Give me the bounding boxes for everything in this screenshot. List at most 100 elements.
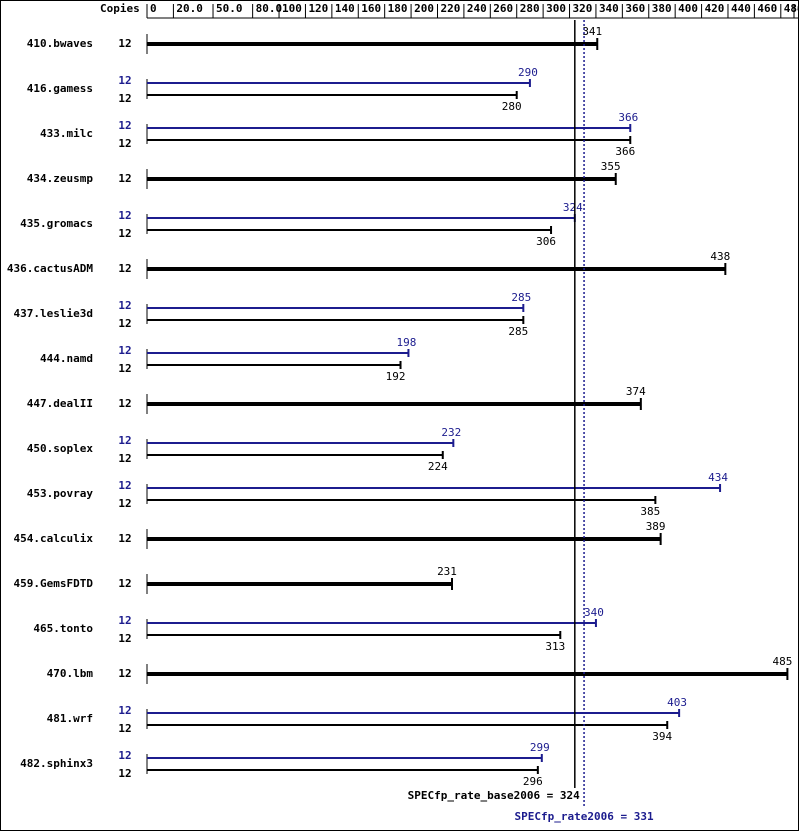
base-copies: 12 <box>118 632 131 645</box>
base-copies: 12 <box>118 452 131 465</box>
peak-value-label: 403 <box>667 696 687 709</box>
x-tick-label: 490 <box>797 2 799 15</box>
base-value-label: 306 <box>536 235 556 248</box>
x-tick-label: 100 <box>282 2 302 15</box>
base-bar <box>147 672 788 676</box>
peak-value-label: 434 <box>708 471 728 484</box>
base-value-label: 485 <box>772 655 792 668</box>
base-bar <box>147 319 524 321</box>
x-tick-label: 460 <box>757 2 777 15</box>
base-copies: 12 <box>118 92 131 105</box>
base-value-label: 374 <box>626 385 646 398</box>
base-bar <box>147 177 616 181</box>
x-tick-label: 180 <box>388 2 408 15</box>
base-bar <box>147 634 561 636</box>
base-value-label: 224 <box>428 460 448 473</box>
peak-copies: 12 <box>118 704 131 717</box>
x-tick-label: 280 <box>520 2 540 15</box>
peak-copies: 12 <box>118 299 131 312</box>
benchmark-name: 453.povray <box>27 487 94 500</box>
peak-copies: 12 <box>118 74 131 87</box>
peak-value-label: 299 <box>530 741 550 754</box>
benchmark-name: 481.wrf <box>47 712 93 725</box>
benchmark-name: 435.gromacs <box>20 217 93 230</box>
peak-value-label: 340 <box>584 606 604 619</box>
peak-bar <box>147 757 542 759</box>
base-bar <box>147 769 538 771</box>
base-copies: 12 <box>118 362 131 375</box>
base-copies: 12 <box>118 497 131 510</box>
base-bar <box>147 267 726 271</box>
peak-bar <box>147 352 409 354</box>
x-tick-label: 140 <box>335 2 355 15</box>
reference-label: SPECfp_rate_base2006 = 324 <box>408 789 581 802</box>
benchmark-name: 434.zeusmp <box>27 172 94 185</box>
base-copies: 12 <box>118 172 131 185</box>
base-copies: 12 <box>118 37 131 50</box>
peak-value-label: 198 <box>397 336 417 349</box>
base-copies: 12 <box>118 577 131 590</box>
base-copies: 12 <box>118 137 131 150</box>
base-copies: 12 <box>118 317 131 330</box>
base-value-label: 280 <box>502 100 522 113</box>
peak-bar <box>147 622 596 624</box>
benchmark-name: 437.leslie3d <box>14 307 93 320</box>
x-tick-label: 50.0 <box>216 2 243 15</box>
x-tick-label: 400 <box>678 2 698 15</box>
peak-copies: 12 <box>118 479 131 492</box>
benchmark-name: 447.dealII <box>27 397 93 410</box>
base-value-label: 313 <box>545 640 565 653</box>
benchmark-name: 436.cactusADM <box>7 262 93 275</box>
base-bar <box>147 499 656 501</box>
peak-value-label: 285 <box>511 291 531 304</box>
x-tick-label: 260 <box>493 2 513 15</box>
x-tick-label: 380 <box>652 2 672 15</box>
base-value-label: 341 <box>582 25 602 38</box>
base-copies: 12 <box>118 262 131 275</box>
base-value-label: 385 <box>640 505 660 518</box>
base-bar <box>147 94 517 96</box>
x-tick-label: 20.0 <box>176 2 203 15</box>
x-tick-label: 240 <box>467 2 487 15</box>
base-copies: 12 <box>118 722 131 735</box>
benchmark-name: 450.soplex <box>27 442 94 455</box>
peak-bar <box>147 442 454 444</box>
base-copies: 12 <box>118 227 131 240</box>
x-tick-label: 160 <box>361 2 381 15</box>
peak-bar <box>147 487 721 489</box>
x-tick-label: 120 <box>308 2 328 15</box>
peak-bar <box>147 127 631 129</box>
base-value-label: 438 <box>710 250 730 263</box>
peak-value-label: 324 <box>563 201 583 214</box>
benchmark-name: 470.lbm <box>47 667 94 680</box>
peak-value-label: 290 <box>518 66 538 79</box>
base-value-label: 355 <box>601 160 621 173</box>
x-tick-label: 220 <box>440 2 460 15</box>
peak-copies: 12 <box>118 614 131 627</box>
peak-bar <box>147 712 680 714</box>
x-tick-label: 300 <box>546 2 566 15</box>
benchmark-name: 444.namd <box>40 352 93 365</box>
copies-header: Copies <box>100 2 140 15</box>
x-tick-label: 440 <box>731 2 751 15</box>
base-copies: 12 <box>118 767 131 780</box>
base-bar <box>147 364 401 366</box>
base-value-label: 285 <box>508 325 528 338</box>
base-bar <box>147 582 453 586</box>
peak-copies: 12 <box>118 209 131 222</box>
base-bar <box>147 229 552 231</box>
x-tick-label: 320 <box>573 2 593 15</box>
benchmark-name: 416.gamess <box>27 82 93 95</box>
base-copies: 12 <box>118 397 131 410</box>
base-bar <box>147 402 641 406</box>
benchmark-name: 454.calculix <box>14 532 94 545</box>
x-tick-label: 360 <box>625 2 645 15</box>
x-tick-label: 340 <box>599 2 619 15</box>
base-value-label: 231 <box>437 565 457 578</box>
x-tick-label: 0 <box>150 2 157 15</box>
base-value-label: 389 <box>646 520 666 533</box>
base-copies: 12 <box>118 532 131 545</box>
base-bar <box>147 139 631 141</box>
